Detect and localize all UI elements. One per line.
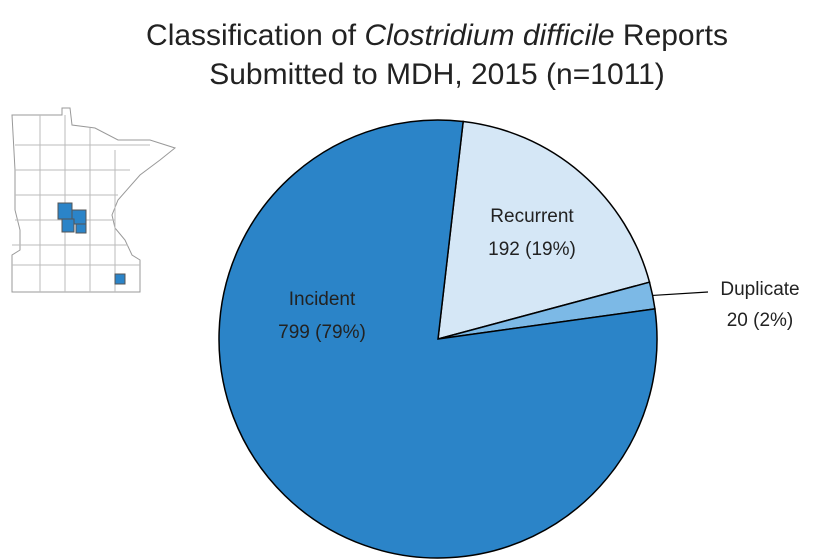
slice-value-label: 799 (79%) [278,322,366,343]
slice-value-label: 20 (2%) [727,310,794,331]
title-part: Reports [615,19,728,52]
slice-label: Incident [289,289,356,310]
pie-slice [437,120,651,341]
chart-title: Submitted to MDH, 2015 (n=1011) [209,58,665,91]
title-part: Clostridium difficile [364,19,614,52]
state-map [11,107,177,293]
leader-line [652,291,709,297]
slice-value-label: 192 (19%) [488,239,576,260]
slice-label: Recurrent [490,206,574,227]
title-part: Classification of [146,19,364,52]
pie-slice [218,119,658,559]
slice-label: Duplicate [720,279,799,300]
chart-title: Classification of Clostridium difficile … [146,19,728,52]
